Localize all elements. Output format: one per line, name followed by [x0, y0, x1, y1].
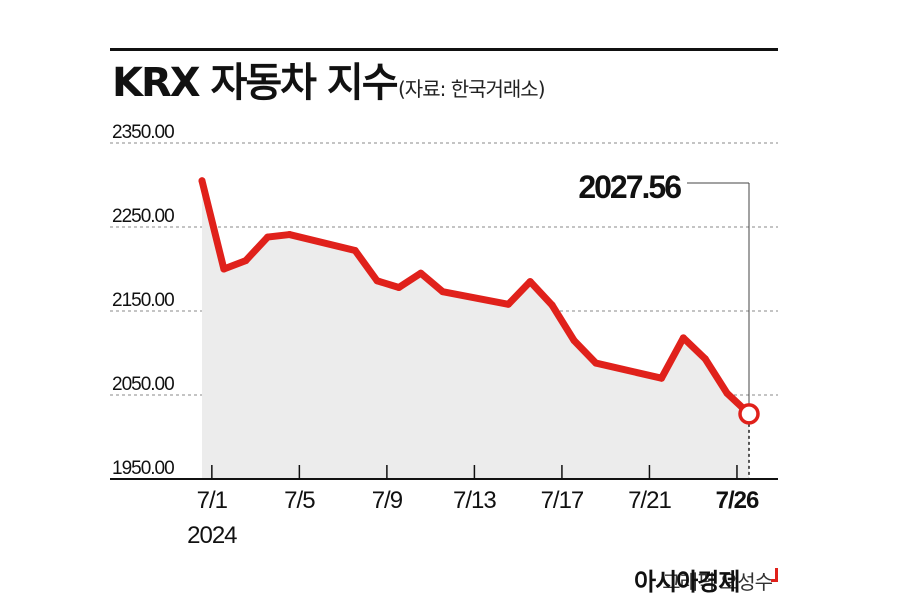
x-tick-label: 7/13	[453, 487, 496, 514]
data-point	[701, 355, 709, 363]
brand-mark-icon	[771, 568, 778, 582]
data-point	[220, 265, 228, 273]
data-point	[570, 336, 578, 344]
x-tick-label: 7/17	[541, 487, 584, 514]
x-tick-label: 7/9	[372, 487, 403, 514]
data-point	[439, 288, 447, 296]
data-point	[679, 334, 687, 342]
y-tick-label: 2150.00	[112, 290, 174, 311]
x-tick-label: 7/5	[284, 487, 315, 514]
x-tick-label: 7/21	[628, 487, 671, 514]
data-point	[242, 257, 250, 265]
y-tick-label: 1950.00	[112, 458, 174, 479]
data-points	[198, 177, 731, 397]
x-tick-label: 7/26	[716, 487, 759, 514]
data-point	[526, 278, 534, 286]
y-tick-label: 2050.00	[112, 374, 174, 395]
data-point	[548, 301, 556, 309]
data-point	[723, 389, 731, 397]
data-point	[504, 300, 512, 308]
data-point	[198, 177, 206, 185]
y-axis-labels: 2350.00 2250.00 2150.00 2050.00 1950.00	[112, 122, 175, 479]
data-point	[657, 374, 665, 382]
x-axis-ticks: 7/1 2024 7/5 7/9 7/13 7/17 7/21 7/26	[187, 465, 760, 549]
data-point	[373, 277, 381, 285]
series-line	[198, 177, 753, 418]
area-fill	[202, 180, 749, 480]
data-point	[351, 247, 359, 255]
data-point	[592, 359, 600, 367]
brand-logo: 아시아경제	[634, 568, 740, 596]
source-note: (자료: 한국거래소)	[398, 77, 546, 101]
x-tick-sublabel: 2024	[187, 522, 237, 549]
last-value-label: 2027.56	[578, 169, 681, 205]
y-tick-label: 2250.00	[112, 206, 174, 227]
title-rule	[110, 48, 778, 51]
x-tick-label: 7/1	[197, 487, 228, 514]
y-tick-label: 2350.00	[112, 122, 174, 143]
data-point	[286, 231, 294, 239]
data-point	[264, 233, 272, 241]
end-point-marker	[738, 403, 760, 425]
data-point	[395, 283, 403, 291]
graphic-credit: 그래픽 오성수	[662, 570, 773, 594]
chart-title: KRX 자동차 지수	[112, 60, 398, 106]
data-point	[417, 269, 425, 277]
